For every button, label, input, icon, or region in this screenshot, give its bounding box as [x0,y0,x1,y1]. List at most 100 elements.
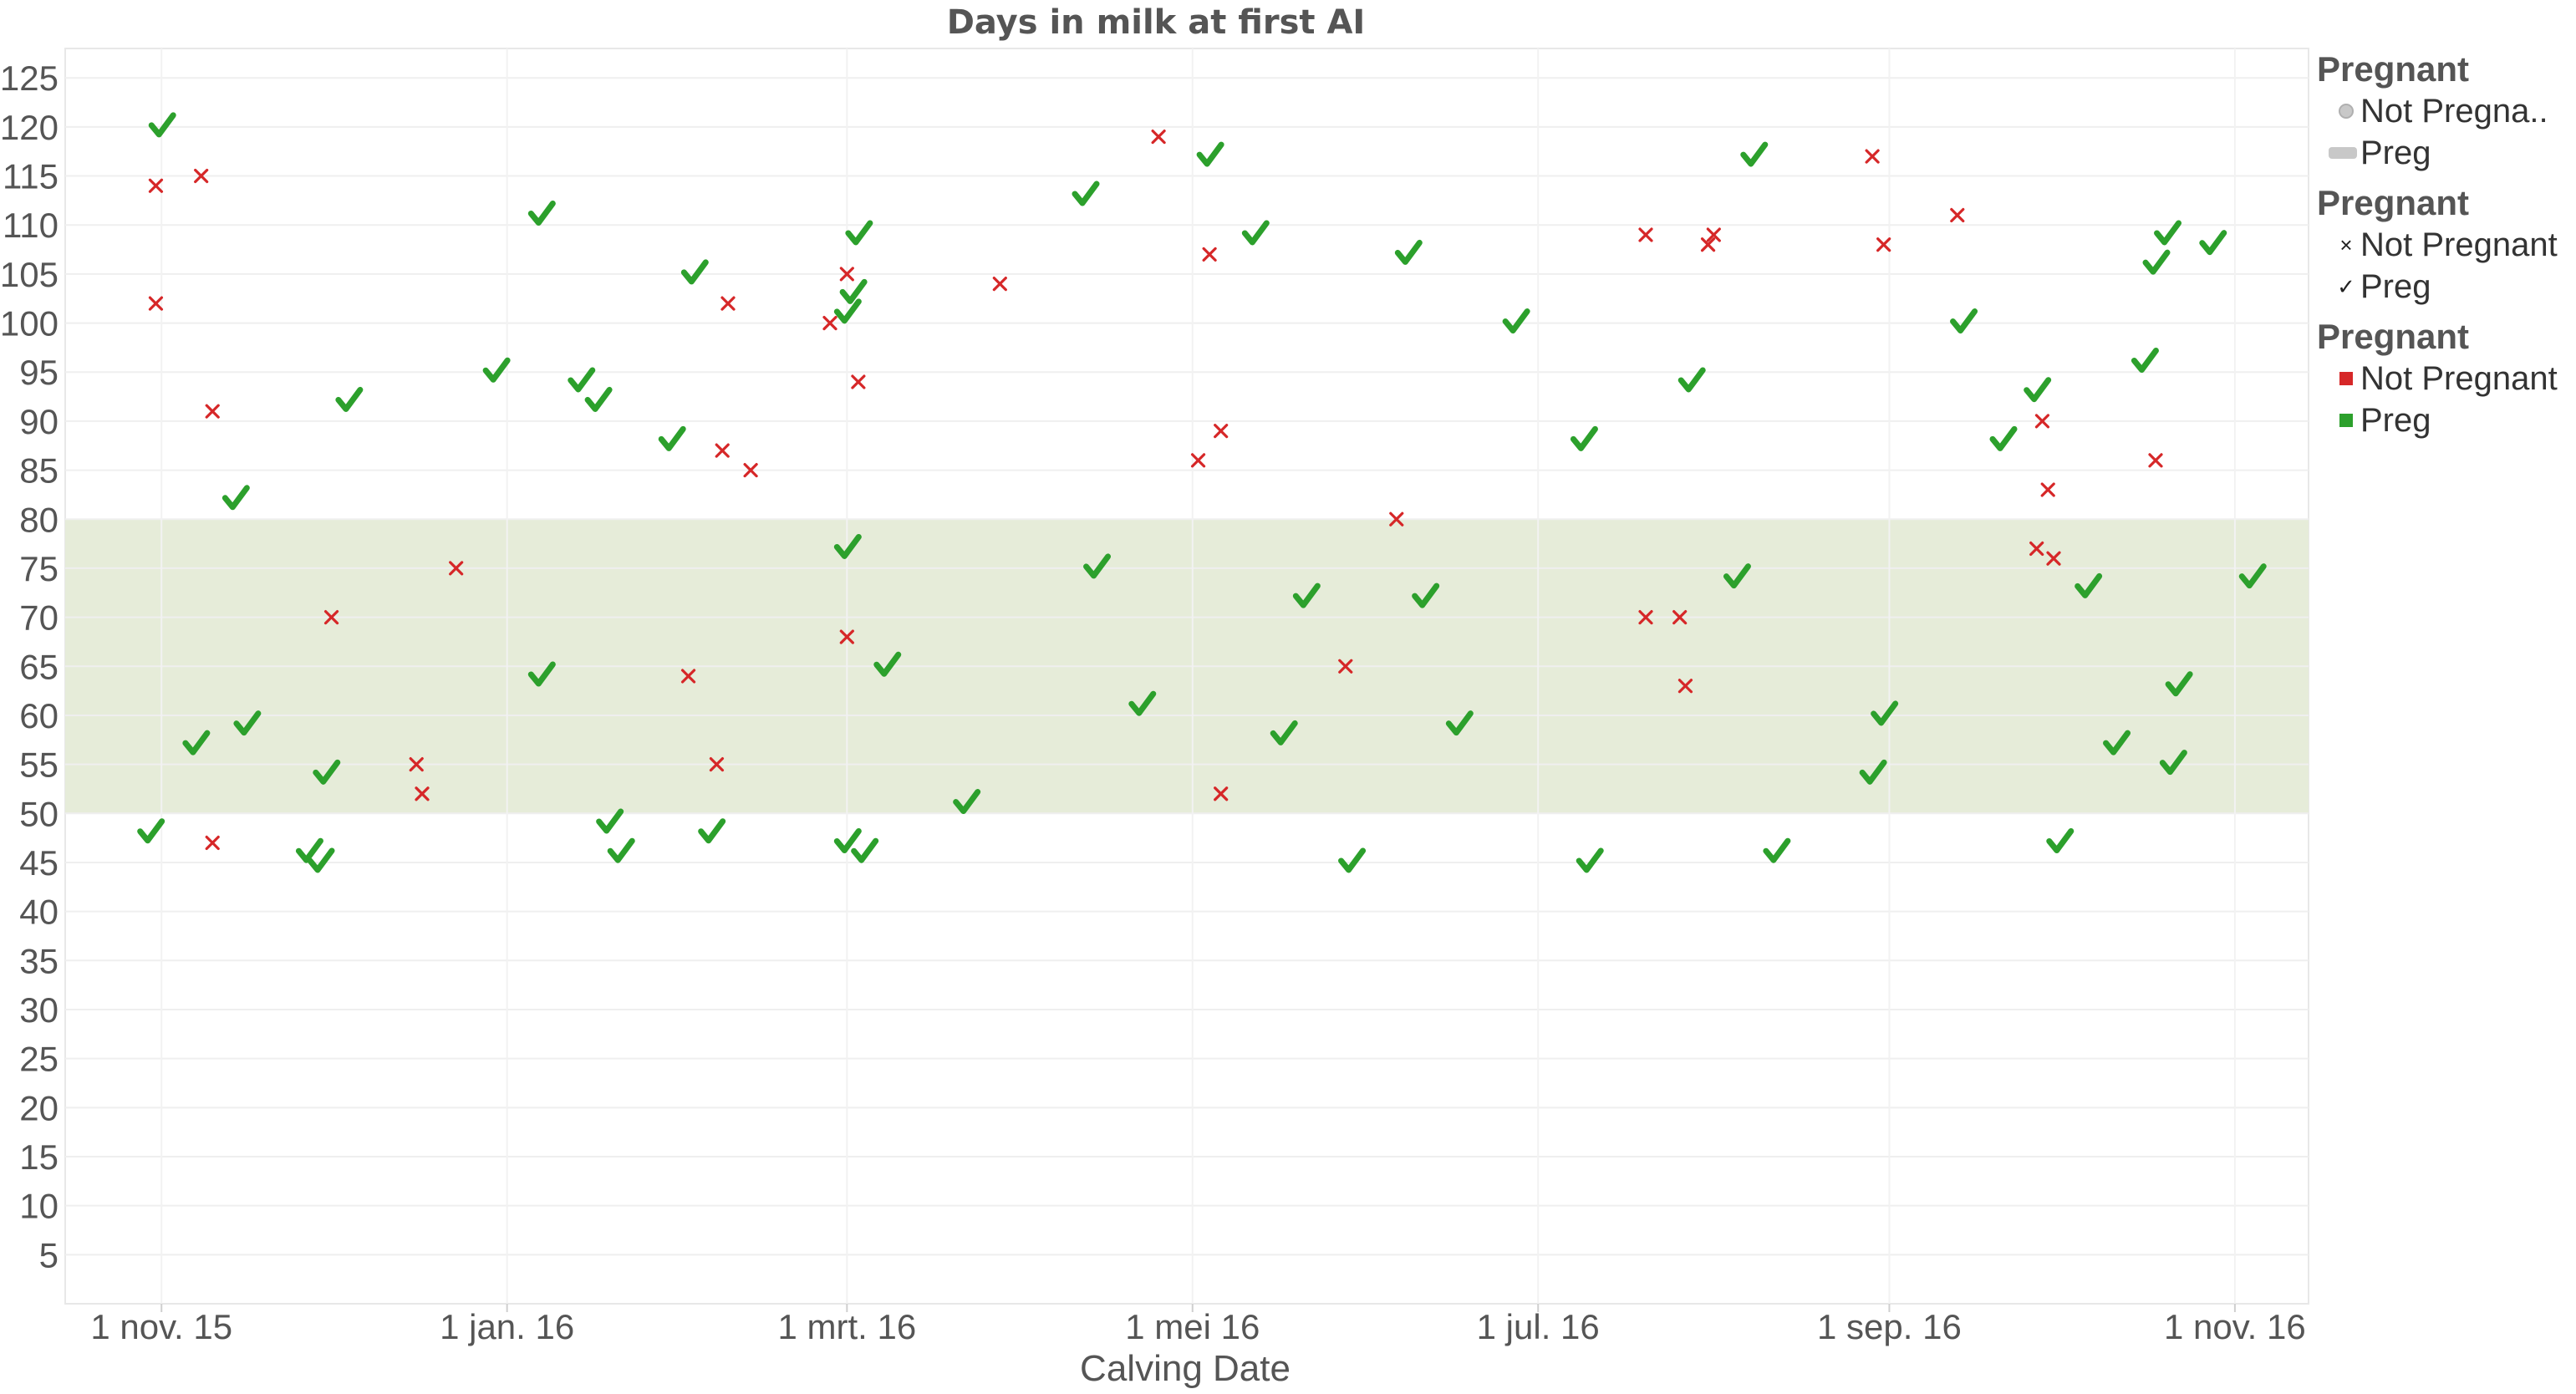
preg-point [833,298,862,324]
axes: 5 10 15 20 25 30 35 40 45 50 55 60 65 70 75 80 85 90 95 100… [0,59,2306,1346]
not-pregnant-point [194,168,209,184]
y-tick-label: 115 [3,157,59,196]
y-tick-label: 60 [19,696,59,735]
y-tick-label: 65 [19,647,59,686]
legend: Pregnant Not Pregna.. Preg Pregnant × No… [2317,48,2572,450]
preg-point [851,837,879,863]
preg-point [1445,710,1474,736]
preg-point [658,425,686,451]
y-tick-label: 120 [0,108,59,147]
green-swatch-icon [2334,399,2359,441]
preg-point [698,818,726,844]
not-pregnant-point [1706,227,1721,242]
preg-point [2046,827,2075,853]
x-tick-label: 1 mei 16 [1125,1307,1260,1346]
legend-item-preg-color[interactable]: Preg [2317,399,2572,441]
x-tick-label: 1 sep. 16 [1817,1307,1962,1346]
not-pregnant-point [1389,511,1404,527]
legend-item-preg-size[interactable]: Preg [2317,132,2572,174]
not-pregnant-point [1876,237,1891,252]
preg-point [584,386,613,412]
not-pregnant-point [148,296,164,311]
preg-point [1570,425,1598,451]
y-tick-label: 50 [19,794,59,833]
y-tick-label: 40 [19,893,59,932]
y-tick-label: 75 [19,549,59,588]
preg-point [221,485,250,511]
preg-point [680,259,709,285]
not-pregnant-point [2034,414,2050,429]
y-tick-label: 80 [19,500,59,539]
preg-point [2131,348,2159,373]
preg-point [607,837,635,863]
y-tick-label: 55 [19,745,59,785]
legend-color-section: Pregnant Not Pregnant Preg [2317,316,2572,441]
not-pregnant-point [715,443,730,458]
legend-item-preg-shape[interactable]: ✓ Preg [2317,266,2572,308]
y-tick-label: 5 [39,1235,59,1274]
x-axis-title: Calving Date [1080,1348,1291,1389]
legend-label: Preg [2360,268,2431,305]
not-pregnant-point [1700,237,1716,252]
preg-point [1338,847,1367,873]
not-pregnant-point [1865,149,1880,164]
y-tick-label: 35 [19,941,59,980]
preg-point [233,710,262,736]
preg-point [1859,759,1887,785]
preg-point [2142,249,2171,275]
preg-point [307,847,335,873]
legend-label: Preg [2360,135,2431,171]
x-tick-label: 1 nov. 15 [90,1307,232,1346]
not-pregnant-point [1202,247,1217,262]
preg-point [2103,730,2131,756]
not-pregnant-point [1190,453,1206,468]
preg-point [833,533,862,559]
preg-point [335,386,364,412]
y-tick-label: 90 [19,402,59,441]
not-pregnant-point [205,835,220,851]
legend-item-not-pregnant-size[interactable]: Not Pregna.. [2317,90,2572,132]
legend-item-not-pregnant-color[interactable]: Not Pregnant [2317,358,2572,399]
y-tick-label: 85 [19,451,59,491]
x-tick-label: 1 mrt. 16 [777,1307,916,1346]
not-pregnant-point [2148,453,2163,468]
preg-point [1128,690,1157,716]
legend-size-section: Pregnant Not Pregna.. Preg [2317,48,2572,174]
not-pregnant-point [1677,679,1693,694]
preg-point [1196,141,1224,167]
preg-point [839,278,868,304]
legend-title: Pregnant [2317,183,2470,222]
legend-label: Preg [2360,402,2431,439]
red-swatch-icon [2334,358,2359,399]
legend-label: Not Pregnant [2360,226,2558,263]
not-pregnant-point [1214,786,1229,801]
preg-point [1502,308,1530,334]
preg-point [2199,230,2227,256]
legend-shape-section: Pregnant × Not Pregnant ✓ Preg [2317,182,2572,308]
not-pregnant-point [323,609,339,625]
preg-point [1072,181,1100,206]
legend-title: Pregnant [2317,49,2470,89]
preg-point [148,112,176,138]
y-tick-label: 30 [19,990,59,1030]
chart-title: Days in milk at first AI [947,3,1366,42]
preg-point [1394,239,1423,265]
preg-point [1763,837,1791,863]
legend-title: Pregnant [2317,317,2470,356]
y-tick-label: 70 [19,598,59,638]
legend-item-not-pregnant-shape[interactable]: × Not Pregnant [2317,224,2572,266]
preg-point [2159,750,2187,776]
y-tick-label: 10 [19,1187,59,1226]
preg-point [2165,671,2193,697]
preg-point [1950,308,1978,334]
preg-point [182,730,211,756]
not-pregnant-point [822,315,837,331]
not-pregnant-point [1151,130,1166,145]
circle-icon [2334,90,2359,132]
not-pregnant-point [1214,424,1229,439]
preg-point [1871,700,1899,726]
preg-point [1292,583,1321,608]
not-pregnant-point [680,669,696,684]
x-tick-label: 1 jul. 16 [1477,1307,1600,1346]
y-tick-label: 95 [19,353,59,392]
